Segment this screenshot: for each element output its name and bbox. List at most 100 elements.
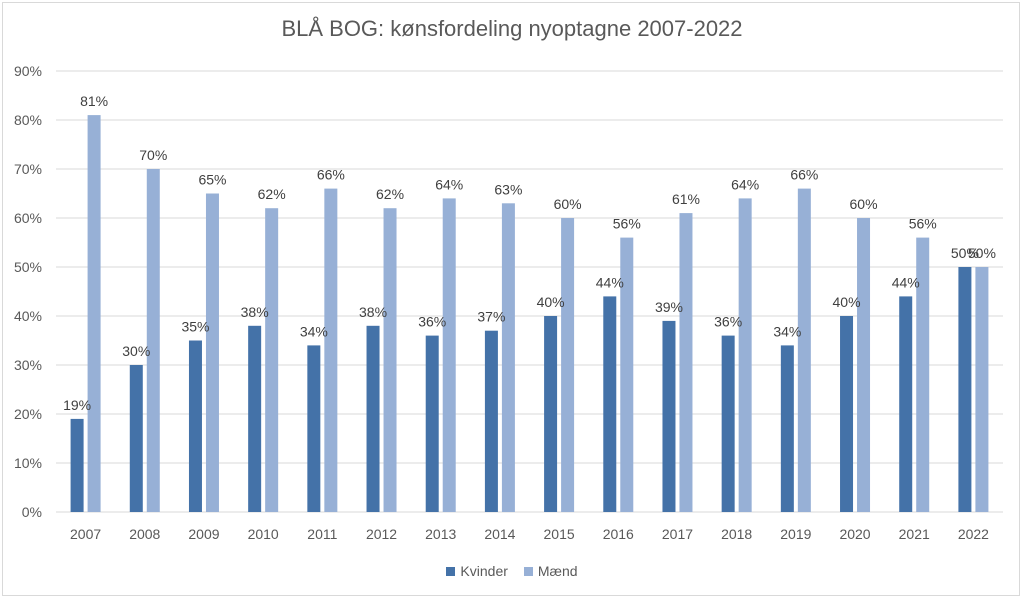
y-axis-ticks: 0% 10% 20% 30% 40% 50% 60% 70% 80% 90% xyxy=(14,63,42,520)
data-label-kvinder-2018: 36% xyxy=(714,314,742,330)
x-tick-label: 2017 xyxy=(662,526,693,542)
bars xyxy=(70,115,989,513)
data-label-kvinder-2022: 50% xyxy=(951,245,979,261)
bar-kvinder-2007 xyxy=(70,418,84,512)
data-label-kvinder-2013: 36% xyxy=(418,314,446,330)
data-label-maend-2012: 62% xyxy=(376,186,404,202)
data-label-kvinder-2020: 40% xyxy=(833,294,861,310)
data-label-maend-2015: 60% xyxy=(554,196,582,212)
x-tick-label: 2015 xyxy=(544,526,575,542)
bar-maend-2018 xyxy=(738,198,752,512)
data-label-kvinder-2021: 44% xyxy=(892,274,920,290)
data-label-maend-2020: 60% xyxy=(850,196,878,212)
bar-kvinder-2022 xyxy=(958,267,972,512)
data-label-maend-2016: 56% xyxy=(613,216,641,232)
data-label-maend-2022: 50% xyxy=(968,245,996,261)
bar-maend-2015 xyxy=(561,218,575,512)
x-tick-label: 2016 xyxy=(603,526,634,542)
x-tick-label: 2019 xyxy=(780,526,811,542)
y-tick-label: 10% xyxy=(14,455,42,471)
bar-maend-2021 xyxy=(916,237,930,512)
bar-kvinder-2019 xyxy=(780,345,794,512)
bar-kvinder-2017 xyxy=(662,320,676,512)
bar-maend-2022 xyxy=(975,267,989,512)
y-tick-label: 40% xyxy=(14,308,42,324)
data-label-kvinder-2011: 34% xyxy=(300,323,328,339)
bar-maend-2019 xyxy=(797,188,811,512)
x-tick-label: 2008 xyxy=(129,526,160,542)
bar-kvinder-2014 xyxy=(484,330,498,512)
data-label-kvinder-2016: 44% xyxy=(596,274,624,290)
bar-maend-2016 xyxy=(620,237,634,512)
data-label-kvinder-2010: 38% xyxy=(241,304,269,320)
data-label-maend-2007: 81% xyxy=(80,93,108,109)
legend-label-maend: Mænd xyxy=(537,563,578,579)
data-label-maend-2018: 64% xyxy=(731,176,759,192)
y-tick-label: 60% xyxy=(14,210,42,226)
legend-swatch-kvinder xyxy=(446,566,456,576)
legend-swatch-maend xyxy=(523,566,533,576)
data-label-kvinder-2014: 37% xyxy=(477,309,505,325)
x-tick-label: 2014 xyxy=(484,526,515,542)
data-label-kvinder-2009: 35% xyxy=(181,319,209,335)
bar-maend-2009 xyxy=(205,193,219,512)
x-tick-label: 2022 xyxy=(958,526,989,542)
legend-item-kvinder: Kvinder xyxy=(446,563,508,579)
bar-maend-2008 xyxy=(146,169,160,512)
x-axis-ticks: 2007 2008 2009 2010 2011 2012 2013 2014 2015 2016… xyxy=(70,526,989,542)
y-tick-label: 30% xyxy=(14,357,42,373)
data-label-maend-2011: 66% xyxy=(317,167,345,183)
y-tick-label: 20% xyxy=(14,406,42,422)
bar-maend-2014 xyxy=(501,203,515,513)
bar-kvinder-2008 xyxy=(129,365,143,512)
data-label-maend-2010: 62% xyxy=(258,186,286,202)
data-label-maend-2009: 65% xyxy=(198,172,226,188)
x-tick-label: 2009 xyxy=(188,526,219,542)
x-tick-label: 2011 xyxy=(307,526,337,542)
bar-maend-2012 xyxy=(383,208,397,512)
x-tick-label: 2018 xyxy=(721,526,752,542)
bar-kvinder-2015 xyxy=(544,316,558,512)
bar-maend-2017 xyxy=(679,213,693,512)
bar-kvinder-2013 xyxy=(425,335,439,512)
data-labels: 19% 81% 30% 70% 35% 65% 38% 62% 34% 66% 38% 62% 36% 6… xyxy=(63,93,996,413)
bar-maend-2007 xyxy=(87,115,101,512)
data-label-maend-2017: 61% xyxy=(672,191,700,207)
data-label-kvinder-2015: 40% xyxy=(537,294,565,310)
bar-kvinder-2012 xyxy=(366,325,380,512)
bar-kvinder-2021 xyxy=(899,296,913,512)
y-tick-label: 70% xyxy=(14,161,42,177)
data-label-maend-2019: 66% xyxy=(790,167,818,183)
data-label-maend-2008: 70% xyxy=(139,147,167,163)
data-label-maend-2013: 64% xyxy=(435,176,463,192)
x-tick-label: 2021 xyxy=(899,526,930,542)
bar-kvinder-2009 xyxy=(188,340,202,512)
data-label-kvinder-2017: 39% xyxy=(655,299,683,315)
legend-label-kvinder: Kvinder xyxy=(460,563,508,579)
bar-maend-2010 xyxy=(265,208,279,512)
bar-kvinder-2010 xyxy=(248,325,262,512)
bar-kvinder-2016 xyxy=(603,296,617,512)
legend: Kvinder Mænd xyxy=(0,563,1024,579)
data-label-kvinder-2019: 34% xyxy=(773,323,801,339)
x-tick-label: 2013 xyxy=(425,526,456,542)
data-label-kvinder-2008: 30% xyxy=(122,343,150,359)
bar-kvinder-2020 xyxy=(840,316,854,512)
bar-kvinder-2018 xyxy=(721,335,735,512)
y-tick-label: 90% xyxy=(14,63,42,79)
legend-item-maend: Mænd xyxy=(523,563,578,579)
x-tick-label: 2012 xyxy=(366,526,397,542)
data-label-kvinder-2012: 38% xyxy=(359,304,387,320)
bar-maend-2020 xyxy=(857,218,871,512)
x-tick-label: 2007 xyxy=(70,526,101,542)
y-tick-label: 50% xyxy=(14,259,42,275)
y-tick-label: 0% xyxy=(22,504,42,520)
data-label-maend-2014: 63% xyxy=(494,181,522,197)
bar-maend-2013 xyxy=(442,198,456,512)
x-tick-label: 2010 xyxy=(248,526,279,542)
x-tick-label: 2020 xyxy=(839,526,870,542)
y-tick-label: 80% xyxy=(14,112,42,128)
data-label-kvinder-2007: 19% xyxy=(63,397,91,413)
chart-title: BLÅ BOG: kønsfordeling nyoptagne 2007-20… xyxy=(281,16,743,41)
